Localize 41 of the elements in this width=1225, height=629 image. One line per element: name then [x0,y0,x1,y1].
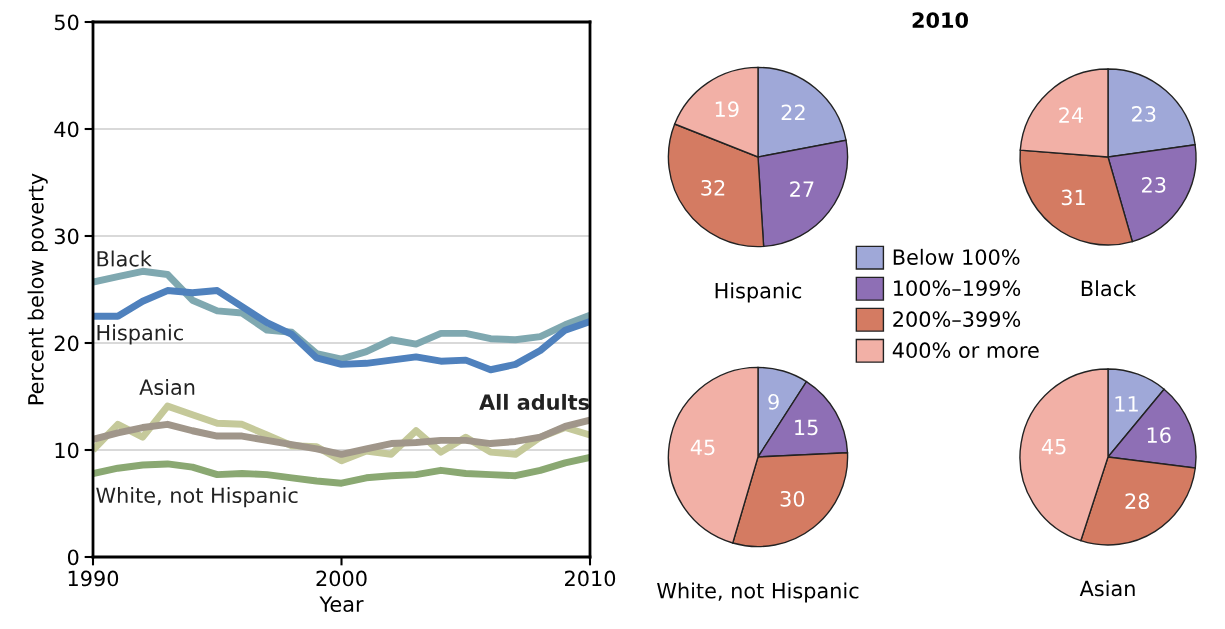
data-label: 31 [1061,189,1085,206]
data-label: 19 [715,101,739,118]
legend-label: 200%–399% [893,311,1021,328]
x-tick-label: 2000 [316,570,367,587]
data-label: 9 [768,393,779,410]
series-label: Hispanic [97,324,183,345]
data-label: 15 [795,419,818,436]
series-label: White, not Hispanic [96,487,298,508]
data-label: 30 [780,490,805,507]
legend-label: 100%–199% [894,280,1021,296]
data-label: 27 [790,181,814,197]
series-label: Asian [139,378,195,396]
text: Hispanic [715,282,802,303]
y-tick-label: 50 [54,14,79,31]
y-axis-title: Percent below poverty [27,173,48,405]
data-label: 32 [701,179,725,196]
data-label: 28 [1125,493,1150,510]
y-tick-label: 20 [54,335,79,352]
text: Asian [1079,580,1135,597]
text: White, not Hispanic [657,582,859,603]
legend-label: Below 100% [893,248,1020,265]
legend-label: 400% or more [892,342,1039,359]
data-label: 45 [690,439,715,456]
series-label: Black [97,250,152,267]
text: 2010 [912,12,968,29]
x-tick-label: 2010 [565,570,616,587]
data-label: 23 [1132,106,1156,122]
y-tick-label: 30 [54,228,79,245]
data-label: 16 [1147,427,1171,443]
data-label: 45 [1041,439,1066,455]
x-tick-label: 1990 [68,570,119,587]
y-tick-label: 40 [54,121,79,138]
text: Black [1081,280,1137,297]
x-axis-title: Year [319,596,364,613]
data-label: 22 [781,104,805,120]
y-tick-label: 0 [67,549,79,566]
data-label: 24 [1059,107,1084,123]
y-tick-label: 10 [55,442,79,459]
data-label: 11 [1115,396,1138,412]
data-label: 23 [1142,176,1166,193]
series-label: All adults [479,393,590,411]
